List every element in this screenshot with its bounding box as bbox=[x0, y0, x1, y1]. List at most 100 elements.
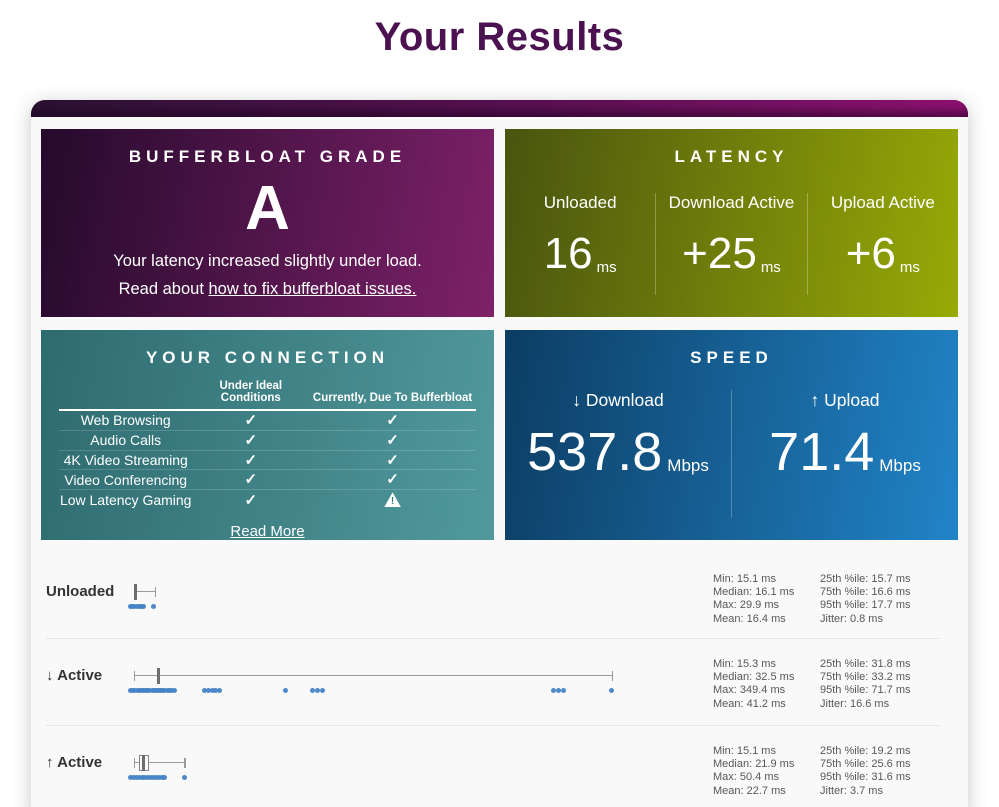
latency-sample-dot bbox=[213, 688, 219, 693]
connection-ideal-cell: ✓ bbox=[192, 491, 309, 510]
latency-unit: ms bbox=[760, 259, 781, 276]
stat-line: Mean: 41.2 ms bbox=[713, 697, 786, 710]
connection-card-title: YOUR CONNECTION bbox=[145, 348, 390, 367]
connection-current-cell: ✓ bbox=[309, 470, 476, 489]
latency-sample-dot bbox=[555, 688, 561, 693]
latency-unit: ms bbox=[899, 259, 920, 276]
connection-row: Audio Calls ✓ ✓ bbox=[59, 431, 476, 451]
latency-sample-dot bbox=[148, 775, 154, 780]
median-line bbox=[157, 667, 160, 684]
stat-line: Mean: 22.7 ms bbox=[713, 784, 786, 797]
connection-row: 4K Video Streaming ✓ ✓ bbox=[59, 451, 476, 471]
connection-current-cell: ✓ bbox=[309, 411, 476, 430]
median-line bbox=[142, 754, 145, 771]
connection-row: Web Browsing ✓ ✓ bbox=[59, 411, 476, 431]
latency-download-column: Download Active +25 ms bbox=[655, 193, 806, 295]
latency-sample-dot bbox=[139, 775, 145, 780]
speed-download-column: ↓ Download 537.8 Mbps bbox=[505, 390, 731, 518]
read-more-link[interactable]: Read More bbox=[230, 522, 305, 540]
stat-line: Max: 50.4 ms bbox=[713, 771, 780, 784]
stat-line: Median: 32.5 ms bbox=[713, 671, 795, 684]
speed-download-label: Download bbox=[585, 390, 664, 410]
boxplot-row: ↑ Active Min: 15.1 ms Median: 21.9 ms Max: … bbox=[31, 726, 968, 807]
check-icon: ✓ bbox=[244, 411, 258, 429]
speed-upload-column: ↑ Upload 71.4 Mbps bbox=[731, 390, 958, 518]
connection-activity-label: Low Latency Gaming bbox=[59, 492, 192, 509]
bufferbloat-grade-card: BUFFERBLOAT GRADE A Your latency increas… bbox=[41, 129, 494, 317]
connection-current-cell: ! bbox=[309, 491, 476, 509]
latency-unloaded-value: 16 bbox=[543, 229, 593, 278]
latency-sample-dot bbox=[181, 775, 187, 780]
stat-line: 95th %ile: 71.7 ms bbox=[820, 684, 911, 697]
latency-sample-dot bbox=[150, 775, 156, 780]
connection-row: Video Conferencing ✓ ✓ bbox=[59, 470, 476, 491]
stat-line: 95th %ile: 17.7 ms bbox=[820, 599, 911, 612]
stat-line: 25th %ile: 31.8 ms bbox=[820, 658, 911, 670]
speed-card-title: SPEED bbox=[690, 348, 773, 367]
stat-line: Jitter: 16.6 ms bbox=[820, 697, 890, 710]
latency-column-label: Unloaded bbox=[543, 193, 617, 212]
cards-grid: BUFFERBLOAT GRADE A Your latency increas… bbox=[31, 117, 968, 540]
grade-link-line: Read about how to fix bufferbloat issues… bbox=[41, 280, 494, 299]
connection-ideal-cell: ✓ bbox=[192, 470, 309, 489]
connection-table-header: Under Ideal Conditions Currently, Due To… bbox=[59, 380, 476, 411]
connection-rows: Web Browsing ✓ ✓ Audio Calls ✓ ✓ 4K Vide… bbox=[59, 411, 476, 510]
stats-column: 25th %ile: 19.2 ms 75th %ile: 25.6 ms 95th… bbox=[820, 745, 968, 807]
warning-icon: ! bbox=[384, 492, 402, 508]
speed-unit: Mbps bbox=[667, 456, 709, 475]
latency-sample-dot bbox=[560, 688, 566, 693]
latency-upload-value: +6 bbox=[845, 229, 896, 278]
row-divider bbox=[46, 638, 940, 639]
check-icon: ✓ bbox=[244, 471, 258, 489]
stats-column: Min: 15.1 ms Median: 16.1 ms Max: 29.9 ms M… bbox=[708, 573, 820, 638]
latency-sample-dot bbox=[172, 688, 178, 693]
download-arrow-icon: ↓ bbox=[572, 390, 582, 410]
median-line bbox=[134, 583, 137, 600]
connection-current-cell: ✓ bbox=[309, 431, 476, 450]
connection-activity-label: Audio Calls bbox=[90, 432, 162, 449]
stat-line: Jitter: 0.8 ms bbox=[820, 612, 883, 625]
latency-sample-dot bbox=[550, 688, 556, 693]
your-connection-card: YOUR CONNECTION Under Ideal Conditions C… bbox=[41, 330, 494, 540]
latency-sample-dot bbox=[130, 775, 136, 780]
boxplot-row-label: ↓ Active bbox=[46, 667, 103, 684]
latency-unit: ms bbox=[596, 259, 617, 276]
latency-sample-dot bbox=[150, 604, 156, 609]
boxplot-row-label: ↑ Active bbox=[46, 754, 103, 771]
stat-line: Min: 15.1 ms bbox=[713, 745, 776, 757]
whisker-cap bbox=[133, 670, 136, 681]
page-title: Your Results bbox=[374, 15, 625, 59]
whisker-cap bbox=[154, 586, 157, 597]
results-panel: BUFFERBLOAT GRADE A Your latency increas… bbox=[31, 100, 968, 807]
latency-sample-dot bbox=[142, 775, 148, 780]
stats-column: Min: 15.1 ms Median: 21.9 ms Max: 50.4 ms M… bbox=[708, 745, 820, 807]
fix-bufferbloat-link[interactable]: how to fix bufferbloat issues. bbox=[208, 280, 417, 298]
stat-line: Mean: 16.4 ms bbox=[713, 612, 786, 625]
speed-columns: ↓ Download 537.8 Mbps ↑ Upload 71.4 Mbps bbox=[505, 390, 958, 518]
stat-line: 75th %ile: 25.6 ms bbox=[820, 758, 911, 771]
connection-activity-label: 4K Video Streaming bbox=[63, 451, 188, 468]
latency-sample-dot bbox=[162, 775, 168, 780]
latency-sample-dot bbox=[309, 688, 315, 693]
stat-line: 75th %ile: 16.6 ms bbox=[820, 586, 911, 599]
boxplot-canvas bbox=[128, 639, 708, 725]
latency-card-title: LATENCY bbox=[674, 147, 789, 166]
bufferbloat-grade-value: A bbox=[245, 174, 290, 243]
check-icon: ✓ bbox=[244, 431, 258, 449]
connection-ideal-cell: ✓ bbox=[192, 411, 309, 430]
connection-current-cell: ✓ bbox=[309, 451, 476, 470]
stat-line: 25th %ile: 15.7 ms bbox=[820, 573, 911, 585]
upload-speed-value: 71.4 bbox=[769, 422, 875, 482]
speed-unit: Mbps bbox=[879, 456, 921, 475]
check-icon: ✓ bbox=[386, 451, 399, 469]
upload-arrow-icon: ↑ bbox=[810, 390, 820, 410]
boxplot-canvas bbox=[128, 726, 708, 807]
latency-sample-dot bbox=[159, 775, 165, 780]
connection-header-ideal: Under Ideal Conditions bbox=[219, 380, 283, 404]
whisker-line bbox=[133, 591, 155, 592]
stat-line: Jitter: 3.7 ms bbox=[820, 784, 883, 797]
connection-row: Low Latency Gaming ✓ ! bbox=[59, 490, 476, 510]
latency-sample-dot bbox=[140, 604, 146, 609]
grade-card-title: BUFFERBLOAT GRADE bbox=[128, 147, 407, 166]
stat-line: Max: 29.9 ms bbox=[713, 599, 780, 612]
